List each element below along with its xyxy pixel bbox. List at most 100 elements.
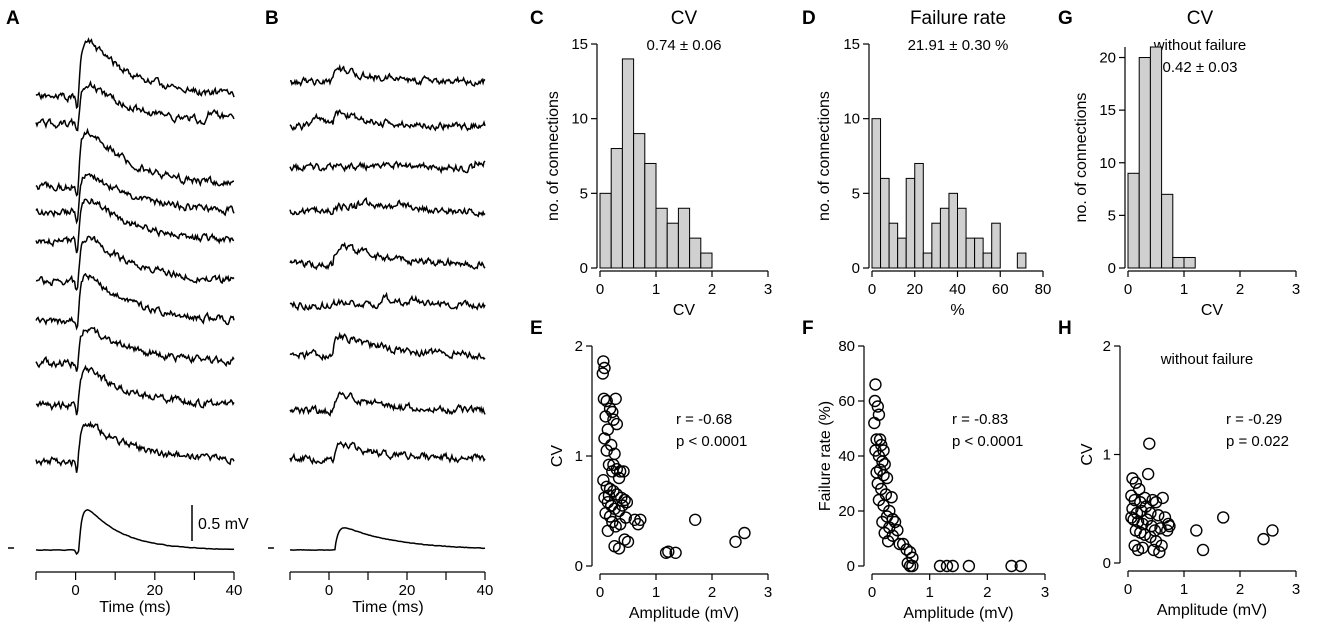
trace-b [289, 160, 486, 175]
y-tick-label-h: 2 [1103, 338, 1111, 355]
trace-b [289, 331, 486, 362]
chart-subtitle-h: without failure [1160, 351, 1254, 368]
x-tick-label-d: 40 [949, 281, 966, 298]
x-tick-label-g: 3 [1292, 281, 1300, 298]
panel-label-b: B [265, 8, 279, 29]
scatter-point-e [607, 485, 620, 498]
y-tick-label-g: 20 [1099, 50, 1116, 67]
trace-a [35, 326, 235, 372]
scatter-point-h [1153, 545, 1166, 559]
scatter-point-f [1014, 559, 1027, 573]
scatter-point-e [602, 489, 616, 502]
scatter-point-h [1135, 504, 1148, 518]
scatter-point-e [598, 432, 611, 445]
scatter-point-f [878, 526, 891, 540]
trace-b [289, 391, 486, 417]
scatter-point-e [613, 465, 627, 478]
x-tick-a-tick-label: 20 [146, 582, 163, 599]
scatter-point-h [1140, 513, 1154, 526]
correlation-annotation-h: p = 0.022 [1226, 433, 1289, 450]
y-tick-label-c: 5 [580, 185, 588, 202]
x-tick-label-d: 60 [992, 281, 1009, 298]
y-axis-label-f: Failure rate (%) [817, 401, 834, 511]
scatter-point-e [618, 533, 631, 546]
panel-label-g: G [1058, 8, 1073, 29]
scatter-point-e [689, 513, 702, 526]
scatter-point-e [662, 545, 675, 558]
histogram-bar-g [1161, 193, 1174, 269]
y-tick-label-f: 0 [847, 558, 855, 575]
trace-a [35, 197, 235, 254]
y-tick-label-f: 60 [838, 393, 855, 410]
scatter-point-e [729, 535, 742, 548]
scatter-point-f [885, 491, 898, 504]
scatter-point-e [738, 526, 751, 540]
scatter-point-f [940, 559, 954, 573]
histogram-bar-c [599, 192, 612, 269]
panel-a: A 0.5 mV 0 20 40 Time (ms) [6, 8, 249, 616]
histogram-bar-c [655, 207, 668, 269]
x-tick-label-f: 1 [925, 584, 933, 601]
scatter-point-e [598, 361, 611, 375]
y-tick-label-d: 10 [843, 111, 860, 128]
scatter-point-e [609, 392, 622, 405]
x-tick-label-h: 2 [1236, 581, 1244, 598]
x-tick-label-d: 0 [868, 281, 876, 298]
x-tick-label-g: 0 [1124, 281, 1132, 298]
scatter-point-h [1163, 519, 1176, 533]
histogram-bar-g [1127, 172, 1140, 269]
chart-stat-g: 0.42 ± 0.03 [1163, 59, 1238, 76]
x-axis-label-d: % [950, 302, 964, 319]
histogram-bar-d [991, 222, 1001, 269]
trace-a [35, 127, 234, 197]
histogram-bar-g [1172, 256, 1185, 269]
histogram-bar-c [633, 133, 646, 269]
scatter-point-f [946, 559, 959, 573]
scatter-point-h [1129, 476, 1143, 489]
x-ticks-a: 0 20 40 [35, 572, 242, 599]
y-tick-label-h: 1 [1103, 447, 1111, 464]
scatter-point-e [669, 546, 682, 559]
scatter-point-f [906, 559, 919, 573]
x-tick-label-c: 1 [652, 281, 660, 298]
trace-a [35, 172, 235, 225]
y-axis-label-d: no. of connections [816, 91, 833, 221]
scatter-point-f [877, 444, 890, 457]
scatter-point-f [881, 535, 895, 548]
y-tick-label-f: 40 [838, 448, 855, 465]
scatter-point-e [599, 410, 612, 423]
x-tick-b-tick-label: 0 [325, 582, 333, 599]
y-tick-label-d: 5 [852, 185, 860, 202]
y-axis-label-c: no. of connections [545, 91, 562, 221]
scatter-point-e [616, 499, 629, 512]
y-tick-label-g: 5 [1108, 207, 1116, 224]
x-tick-label-c: 0 [596, 281, 604, 298]
panel-c: C CV 0.74 ± 0.06 0 1 2 3 0 5 10 15 CV no. of connect… [530, 8, 772, 319]
y-tick-label-g: 0 [1108, 260, 1116, 277]
scatter-point-e [612, 471, 626, 485]
chart-title-c: CV [671, 8, 698, 29]
y-tick-label-c: 15 [571, 36, 588, 53]
scatter-point-h [1132, 483, 1146, 496]
histogram-bar-d [897, 237, 907, 269]
scale-bar: 0.5 mV [191, 505, 249, 541]
scatter-point-e [600, 444, 613, 457]
trace-b [289, 63, 486, 87]
scatter-point-f [883, 504, 896, 518]
scatter-point-e [597, 355, 610, 368]
x-axis-label-f: Amplitude (mV) [903, 605, 1013, 622]
scatter-point-h [1138, 491, 1152, 505]
panel-g: G CV without failure 0.42 ± 0.03 0 1 2 3 0 5 10 15 2… [1058, 8, 1300, 319]
x-axis-label-c: CV [673, 302, 696, 319]
histogram-bar-c [610, 148, 623, 269]
y-tick-label-g: 15 [1099, 102, 1116, 119]
y-tick-label-f: 80 [838, 338, 855, 355]
trace-b [289, 291, 486, 312]
x-axis-label-b: Time (ms) [352, 599, 423, 616]
x-tick-a-tick-label: 0 [71, 582, 79, 599]
x-tick-label-f: 2 [983, 584, 991, 601]
histogram-bar-g [1149, 46, 1163, 269]
scatter-point-h [1266, 524, 1279, 537]
panel-label-f: F [802, 318, 814, 339]
